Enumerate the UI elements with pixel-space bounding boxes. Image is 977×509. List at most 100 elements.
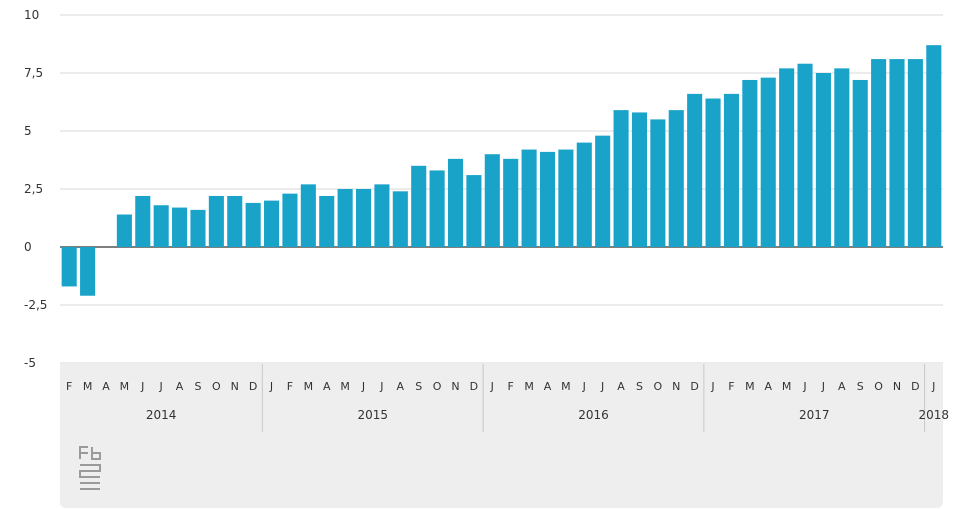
bar bbox=[484, 154, 500, 247]
bar bbox=[650, 119, 666, 247]
x-tick-label: J bbox=[490, 380, 494, 393]
x-tick-label: N bbox=[231, 380, 239, 393]
x-tick-label: D bbox=[911, 380, 919, 393]
x-axis-panel bbox=[60, 364, 943, 434]
bar bbox=[779, 68, 795, 247]
x-tick-label: M bbox=[524, 380, 534, 393]
year-label: 2018 bbox=[919, 408, 950, 422]
x-tick-label: D bbox=[690, 380, 698, 393]
bar bbox=[668, 110, 684, 248]
x-tick-label: O bbox=[433, 380, 442, 393]
bar bbox=[208, 195, 224, 247]
x-tick-label: O bbox=[874, 380, 883, 393]
x-tick-label: J bbox=[361, 380, 365, 393]
x-tick-label: A bbox=[764, 380, 772, 393]
y-tick-label: 7,5 bbox=[24, 66, 43, 80]
x-tick-label: J bbox=[379, 380, 383, 393]
x-tick-label: A bbox=[838, 380, 846, 393]
x-tick-label: A bbox=[176, 380, 184, 393]
y-tick-label: 10 bbox=[24, 8, 39, 22]
x-tick-label: F bbox=[728, 380, 734, 393]
x-tick-label: N bbox=[451, 380, 459, 393]
x-tick-label: A bbox=[544, 380, 552, 393]
x-tick-label: F bbox=[66, 380, 72, 393]
bar bbox=[539, 151, 556, 247]
bar bbox=[227, 195, 243, 247]
bar bbox=[392, 191, 408, 247]
x-tick-label: M bbox=[83, 380, 93, 393]
x-tick-label: N bbox=[893, 380, 901, 393]
bar bbox=[742, 79, 758, 248]
bar bbox=[871, 59, 887, 247]
bar bbox=[282, 193, 298, 247]
y-tick-label: -5 bbox=[24, 356, 36, 370]
year-label: 2015 bbox=[357, 408, 388, 422]
bar bbox=[797, 63, 813, 247]
bar bbox=[116, 214, 132, 247]
x-tick-label: M bbox=[120, 380, 130, 393]
x-tick-label: O bbox=[212, 380, 221, 393]
x-tick-label: J bbox=[582, 380, 586, 393]
bar bbox=[834, 68, 850, 247]
bar bbox=[300, 184, 316, 247]
x-tick-label: A bbox=[323, 380, 331, 393]
x-tick-label: J bbox=[931, 380, 935, 393]
bar bbox=[190, 209, 206, 247]
bar bbox=[411, 165, 427, 247]
year-label: 2014 bbox=[146, 408, 177, 422]
y-tick-label: 0 bbox=[24, 240, 32, 254]
x-tick-label: J bbox=[802, 380, 806, 393]
bar bbox=[852, 79, 868, 248]
y-tick-label: 2,5 bbox=[24, 182, 43, 196]
bar bbox=[429, 170, 445, 247]
bar bbox=[521, 149, 537, 247]
x-tick-label: M bbox=[745, 380, 755, 393]
x-tick-label: S bbox=[636, 380, 643, 393]
x-tick-label: M bbox=[561, 380, 571, 393]
x-tick-label: N bbox=[672, 380, 680, 393]
bar bbox=[135, 195, 151, 247]
bar bbox=[80, 247, 96, 296]
x-tick-label: D bbox=[249, 380, 257, 393]
bar bbox=[723, 93, 739, 247]
bar bbox=[245, 202, 261, 247]
bar bbox=[447, 158, 464, 247]
bar bbox=[264, 200, 280, 247]
year-label: 2017 bbox=[799, 408, 830, 422]
bar bbox=[319, 195, 335, 247]
x-tick-label: F bbox=[508, 380, 514, 393]
footer-panel bbox=[60, 434, 943, 508]
bar bbox=[595, 135, 611, 247]
x-tick-label: A bbox=[617, 380, 625, 393]
x-tick-label: A bbox=[102, 380, 110, 393]
x-tick-label: A bbox=[397, 380, 405, 393]
bar bbox=[760, 77, 776, 247]
x-tick-label: F bbox=[287, 380, 293, 393]
x-tick-label: J bbox=[159, 380, 163, 393]
bar bbox=[926, 45, 942, 247]
year-label: 2016 bbox=[578, 408, 609, 422]
bar bbox=[355, 189, 372, 247]
bar bbox=[172, 207, 188, 247]
bar bbox=[153, 205, 169, 247]
bar bbox=[705, 98, 721, 248]
x-tick-label: O bbox=[654, 380, 663, 393]
bar bbox=[889, 59, 905, 247]
bar bbox=[61, 247, 77, 287]
x-tick-label: J bbox=[821, 380, 825, 393]
x-tick-label: J bbox=[600, 380, 604, 393]
bar bbox=[631, 112, 648, 247]
x-tick-label: J bbox=[140, 380, 144, 393]
y-tick-label: -2,5 bbox=[24, 298, 47, 312]
bar bbox=[337, 189, 353, 247]
bar bbox=[374, 184, 390, 247]
cbs-logo bbox=[79, 446, 101, 490]
x-tick-label: M bbox=[340, 380, 350, 393]
bar bbox=[558, 149, 574, 247]
x-tick-label: J bbox=[710, 380, 714, 393]
bar bbox=[503, 158, 519, 247]
bar bbox=[687, 93, 703, 247]
x-tick-label: M bbox=[304, 380, 314, 393]
x-tick-label: D bbox=[470, 380, 478, 393]
x-tick-label: S bbox=[857, 380, 864, 393]
